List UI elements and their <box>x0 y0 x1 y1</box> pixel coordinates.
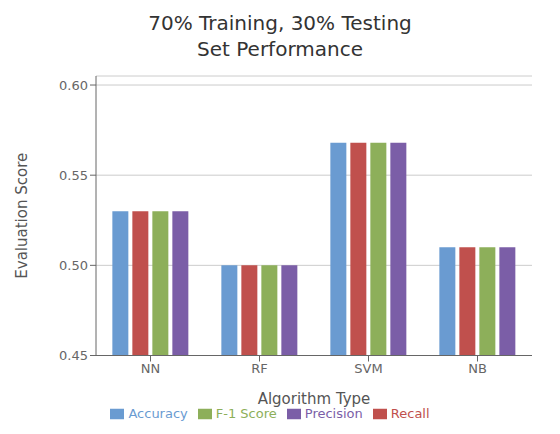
html-text:70% Training, 30% Testing: 70% Training, 30% Testing <box>148 11 412 35</box>
html-text:Precision: Precision <box>304 405 363 421</box>
html-text:F-1 Score: F-1 Score <box>215 405 277 421</box>
svg-text:0.50: 0.50 <box>59 258 88 273</box>
html-text:Set Performance: Set Performance <box>197 37 363 61</box>
svg-text:Algorithm Type: Algorithm Type <box>258 390 371 408</box>
svg-text:0.60: 0.60 <box>59 78 88 93</box>
svg-text:0.55: 0.55 <box>59 168 88 183</box>
svg-text:RF: RF <box>251 361 268 376</box>
svg-text:NB: NB <box>468 361 487 376</box>
html-text:Accuracy: Accuracy <box>128 405 188 421</box>
svg-text:SVM: SVM <box>354 361 382 376</box>
html-text:Recall: Recall <box>390 405 430 421</box>
svg-text:NN: NN <box>141 361 160 376</box>
svg-text:0.45: 0.45 <box>59 348 88 363</box>
svg-text:Evaluation Score: Evaluation Score <box>13 153 31 279</box>
